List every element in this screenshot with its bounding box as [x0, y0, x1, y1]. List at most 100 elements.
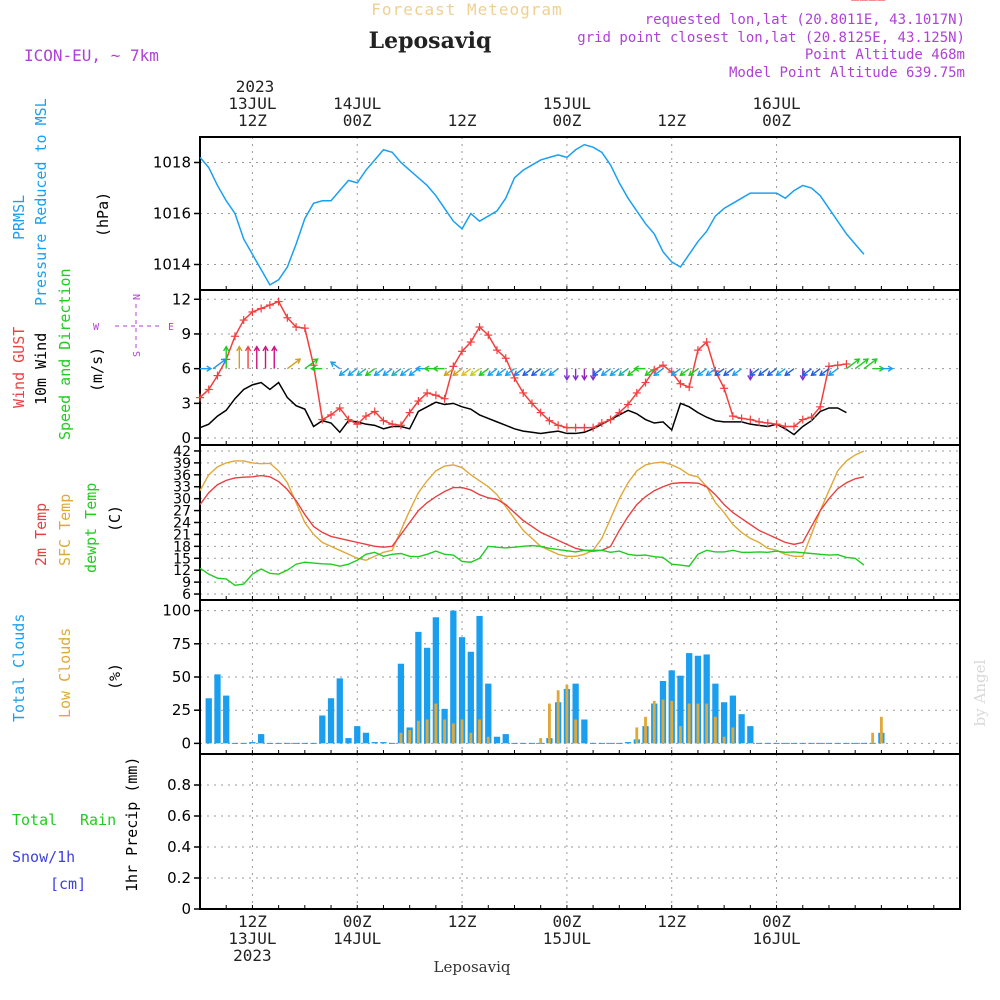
total-cloud-bar	[258, 734, 265, 744]
wind-arrow-head	[757, 370, 765, 377]
point-altitude: Point Altitude 468m	[805, 47, 965, 63]
gust-marker	[632, 388, 641, 397]
wind-speed-line	[199, 381, 847, 436]
top-axis-label: 16JUL	[752, 94, 800, 113]
precip-axis-label: 1hr Precip (mm)	[123, 757, 141, 892]
compass-e: E	[168, 322, 174, 333]
wind-arrow-shaft	[828, 368, 839, 376]
wind-arrow-shaft	[671, 368, 681, 376]
temp-ytick-label: 42	[173, 444, 191, 460]
wind-arrow-head	[253, 345, 260, 352]
temp-labels: 2m Temp SFC Temp dewpt Temp (C)	[32, 483, 124, 573]
total-cloud-bar	[327, 698, 335, 744]
gust-marker	[388, 420, 397, 429]
precip-ytick-label: 0	[181, 900, 191, 918]
wind-arrow	[452, 368, 463, 377]
top-year: 2023	[236, 77, 275, 96]
total-cloud-bar	[677, 675, 684, 744]
compass-s: S	[132, 351, 143, 357]
wind-arrow	[443, 368, 454, 377]
temp-ytick-label: 15	[173, 551, 191, 567]
wind-arrow-shaft	[470, 368, 480, 376]
wind-arrow	[399, 368, 411, 377]
total-cloud-bar	[738, 714, 745, 744]
snow-label: Snow/1h	[12, 848, 75, 866]
wind-arrow-shaft	[819, 368, 830, 376]
wind-arrow-head	[799, 375, 806, 382]
wind-gust-line	[199, 300, 847, 429]
gust-marker	[283, 313, 292, 322]
wind-arrow-head	[432, 365, 439, 372]
compass-w: W	[93, 322, 100, 333]
wind-arrow	[705, 368, 716, 377]
wind-arrow	[881, 365, 894, 372]
wind-arrow-shaft	[618, 368, 629, 376]
gust-marker	[405, 408, 414, 417]
total-cloud-bar	[712, 683, 719, 744]
wind-arrow-shaft	[339, 368, 349, 376]
wind-arrow-shaft	[645, 368, 655, 376]
wind-arrow-head	[469, 370, 476, 377]
low-cloud-bar	[548, 703, 551, 744]
wind-arrow-shaft	[767, 368, 777, 376]
clouds-labels: Total Clouds Low Clouds (%)	[10, 614, 124, 722]
gust-marker	[763, 419, 772, 428]
total-cloud-bar	[423, 647, 431, 744]
gust-marker	[676, 379, 685, 388]
total-cloud-bar	[686, 653, 693, 744]
wind-arrow	[854, 358, 870, 370]
wind-arrow-head	[356, 370, 363, 377]
wind-speed-dir-label: Speed and Direction	[56, 268, 74, 440]
gust-marker	[353, 420, 362, 429]
total-cloud-bar	[624, 742, 632, 744]
wind-arrow	[670, 368, 681, 377]
dewpoint-line	[199, 544, 865, 587]
temp-unit: (C)	[106, 505, 124, 532]
wind-arrow-shaft	[854, 358, 869, 370]
wind-arrow-shaft	[479, 368, 489, 376]
top-axis-label: 12Z	[657, 111, 686, 130]
precip-ytick-label: 0.6	[167, 807, 191, 825]
gust-marker	[641, 378, 650, 387]
wind-arrow	[600, 368, 611, 377]
pressure-line	[199, 143, 865, 286]
temp-2m-line	[199, 474, 865, 552]
total-cloud-bar	[223, 695, 230, 744]
wind-arrow-head	[478, 370, 485, 377]
wind-arrow-head	[309, 365, 316, 372]
gust-marker	[484, 331, 493, 340]
sfc-temp-label: SFC Temp	[56, 494, 74, 566]
wind-arrow-head	[513, 370, 520, 377]
wind-arrow-head	[504, 370, 511, 377]
wind-arrow-shaft	[356, 368, 367, 376]
wind-arrow	[223, 345, 230, 369]
wind-arrow-head	[581, 375, 588, 382]
wind-arrow-shaft	[784, 368, 795, 376]
wind-arrow	[487, 368, 498, 377]
temp-ytick-label: 24	[173, 516, 191, 532]
low-cloud-bar	[574, 719, 578, 744]
wind-arrow	[688, 368, 699, 377]
gust-marker	[361, 412, 370, 421]
bottom-axis-label: 14JUL	[333, 929, 381, 948]
top-axis-label: 13JUL	[228, 94, 276, 113]
low-cloud-bar	[451, 723, 455, 744]
wind-arrow-shaft	[601, 368, 611, 376]
wind-arrow	[644, 368, 655, 377]
wind-arrow-shaft	[348, 368, 358, 376]
total-cloud-bar	[493, 736, 501, 744]
cm-label: [cm]	[50, 875, 86, 893]
wind-ytick-label: 0	[181, 429, 191, 447]
bottom-location: Leposaviq	[434, 958, 511, 976]
wind-unit: (m/s)	[88, 347, 106, 392]
wind-arrow	[757, 368, 769, 377]
gust-marker	[720, 384, 729, 393]
wind-labels: Wind GUST 10m Wind Speed and Direction (…	[10, 268, 174, 440]
gust-marker	[431, 391, 440, 400]
bottom-axis-label: 15JUL	[543, 929, 591, 948]
wind-arrow-head	[312, 358, 319, 364]
temp-ytick-label: 27	[173, 504, 191, 520]
